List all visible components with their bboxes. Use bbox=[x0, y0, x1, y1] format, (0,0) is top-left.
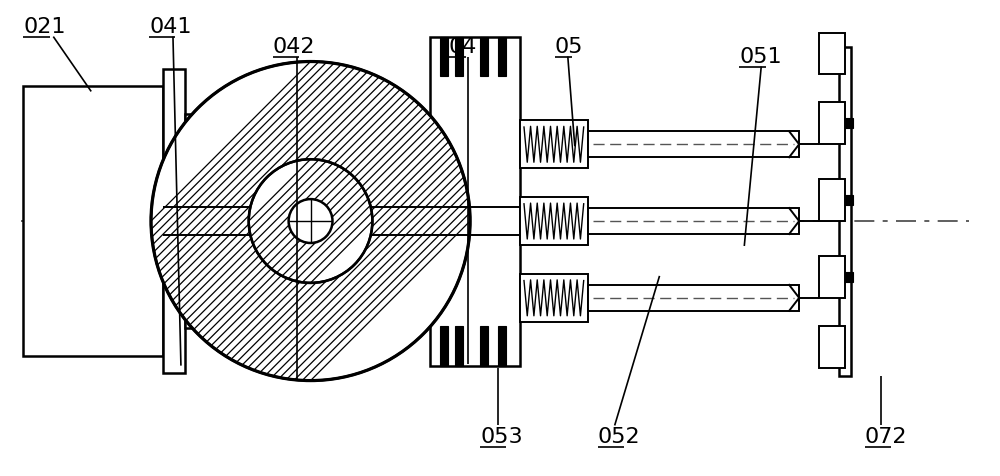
Bar bbox=[588, 208, 799, 234]
Text: 072: 072 bbox=[865, 427, 907, 447]
Bar bbox=[498, 37, 506, 77]
Bar bbox=[498, 326, 506, 366]
Bar bbox=[163, 69, 185, 373]
Text: 052: 052 bbox=[598, 427, 640, 447]
Bar bbox=[520, 120, 588, 168]
Bar bbox=[819, 326, 845, 367]
Bar bbox=[588, 285, 799, 311]
Bar bbox=[520, 197, 588, 245]
Bar bbox=[440, 37, 448, 77]
Bar bbox=[430, 37, 520, 366]
Bar bbox=[480, 37, 488, 77]
Text: 04: 04 bbox=[448, 37, 477, 57]
Bar bbox=[819, 256, 845, 298]
Circle shape bbox=[249, 159, 372, 283]
Bar bbox=[520, 274, 588, 322]
Bar bbox=[819, 32, 845, 74]
Text: 021: 021 bbox=[23, 17, 66, 37]
Bar bbox=[845, 119, 853, 129]
Circle shape bbox=[289, 199, 332, 243]
Text: 051: 051 bbox=[739, 47, 782, 67]
Bar bbox=[845, 195, 853, 205]
Text: 041: 041 bbox=[149, 17, 192, 37]
Bar bbox=[455, 37, 463, 77]
Bar bbox=[23, 87, 163, 356]
Bar bbox=[819, 102, 845, 144]
Bar bbox=[845, 272, 853, 282]
Bar bbox=[480, 326, 488, 366]
Circle shape bbox=[151, 61, 470, 381]
Bar bbox=[839, 47, 851, 376]
Text: 042: 042 bbox=[273, 37, 315, 57]
Bar bbox=[440, 326, 448, 366]
Bar bbox=[588, 131, 799, 157]
Bar bbox=[819, 179, 845, 221]
Text: 05: 05 bbox=[555, 37, 583, 57]
Bar bbox=[455, 326, 463, 366]
Text: 053: 053 bbox=[480, 427, 523, 447]
Bar bbox=[185, 114, 200, 328]
